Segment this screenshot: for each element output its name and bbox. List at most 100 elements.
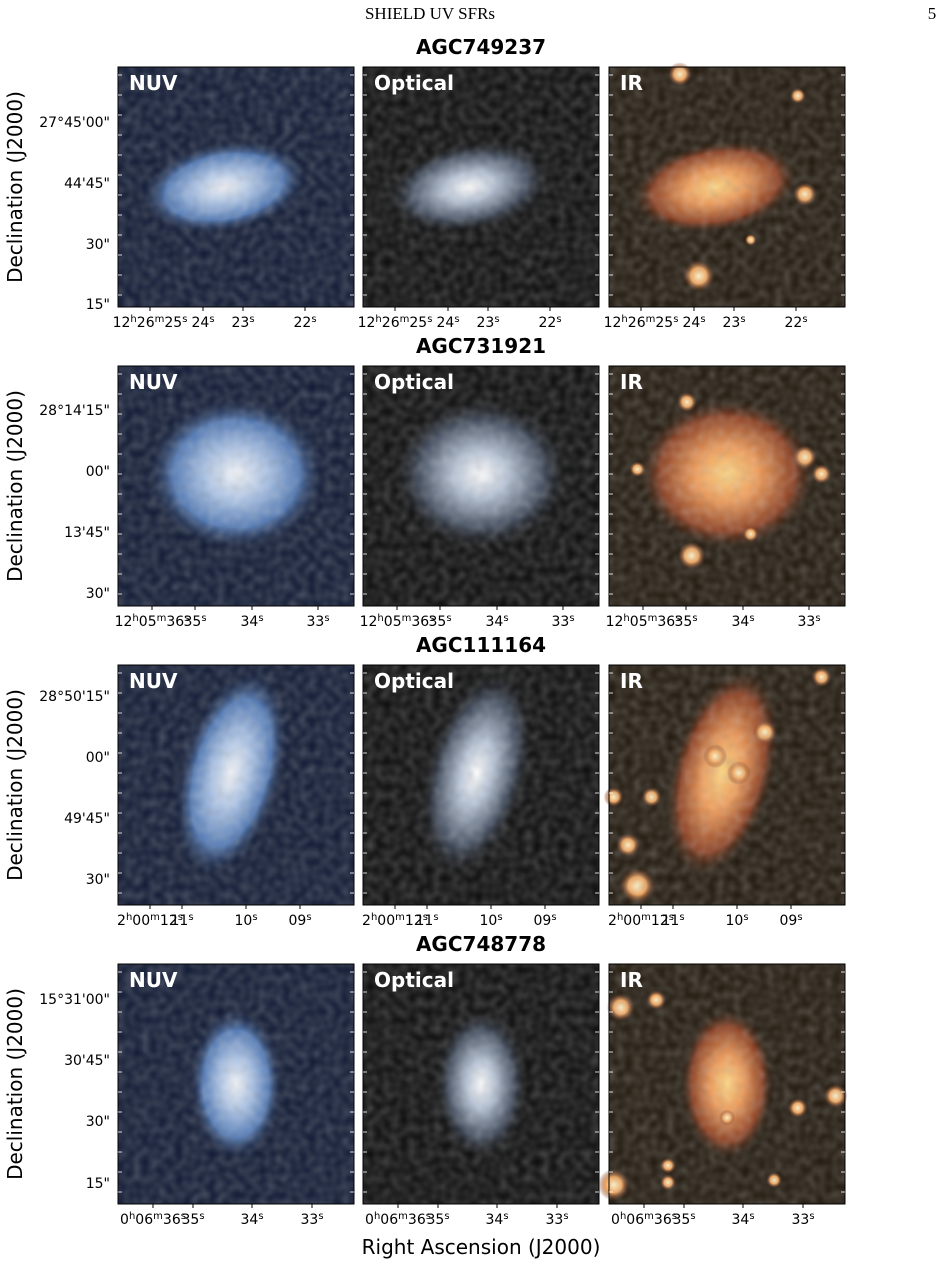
y-tick-label: 30" (86, 1114, 110, 1130)
pixel-noise (609, 366, 845, 606)
x-tick-label: 34s (240, 1211, 263, 1229)
x-tick-label: 24s (682, 314, 705, 332)
x-tick-label: 34s (731, 613, 754, 631)
panel-frame (117, 66, 355, 308)
x-tick-label: 09s (779, 912, 802, 930)
row-title: AGC731921 (416, 334, 546, 358)
panel-label: NUV (129, 669, 178, 693)
x-tick-label: 2h00m12s (117, 912, 183, 930)
pixel-noise (118, 366, 354, 606)
x-tick-label: 12h26m25s (358, 314, 433, 332)
panel-frame (362, 664, 600, 906)
pixel-noise (118, 964, 354, 1204)
x-tick-label: 10s (725, 912, 748, 930)
x-tick-label: 33s (791, 1211, 814, 1229)
panel-label: NUV (129, 968, 178, 992)
x-tick-label: 2h00m12s (362, 912, 428, 930)
x-tick-label: 33s (306, 613, 329, 631)
x-tick-label: 22s (784, 314, 807, 332)
image-panel (362, 365, 600, 607)
panel-label: Optical (374, 669, 454, 693)
x-tick-label: 0h06m36s (365, 1211, 431, 1229)
panel-frame (362, 365, 600, 607)
x-tick-label: 24s (191, 314, 214, 332)
x-tick-label: 10s (234, 912, 257, 930)
pixel-noise (609, 67, 845, 307)
y-tick-label: 28°14'15" (39, 403, 110, 419)
y-tick-label: 30" (86, 586, 110, 602)
x-tick-label: 09s (533, 912, 556, 930)
panel-frame (362, 963, 600, 1205)
x-tick-label: 12h05m36s (115, 613, 190, 631)
x-tick-label: 0h06m36s (120, 1211, 186, 1229)
image-panel (603, 664, 846, 906)
y-tick-label: 30" (86, 237, 110, 253)
panel-label: IR (620, 669, 643, 693)
row-title: AGC749237 (416, 35, 546, 59)
pixel-noise (118, 665, 354, 905)
page-number: 5 (928, 4, 937, 23)
image-panel (117, 66, 355, 308)
image-panel (362, 66, 600, 308)
image-panel (117, 963, 355, 1205)
pixel-noise (363, 964, 599, 1204)
panel-label: Optical (374, 968, 454, 992)
x-tick-label: 23s (476, 314, 499, 332)
image-panel (597, 963, 848, 1205)
x-tick-label: 33s (551, 613, 574, 631)
y-tick-label: 44'45" (64, 176, 110, 192)
running-title: SHIELD UV SFRs (365, 4, 495, 23)
image-panel (117, 365, 355, 607)
panel-label: Optical (374, 370, 454, 394)
x-tick-label: 11s (661, 912, 684, 930)
panel-label: IR (620, 370, 643, 394)
x-tick-label: 10s (479, 912, 502, 930)
y-tick-label: 13'45" (64, 525, 110, 541)
pixel-noise (363, 366, 599, 606)
y-tick-label: 15" (86, 1176, 110, 1192)
x-tick-label: 22s (293, 314, 316, 332)
panel-label: NUV (129, 370, 178, 394)
panel-frame (608, 66, 846, 308)
x-tick-label: 24s (436, 314, 459, 332)
x-tick-label: 35s (183, 613, 206, 631)
panel-frame (608, 963, 846, 1205)
panel-label: Optical (374, 71, 454, 95)
x-tick-label: 09s (288, 912, 311, 930)
y-tick-label: 15°31'00" (39, 992, 110, 1008)
x-tick-label: 22s (538, 314, 561, 332)
panel-frame (117, 963, 355, 1205)
x-tick-label: 2h00m12s (608, 912, 674, 930)
x-tick-label: 0h06m36s (611, 1211, 677, 1229)
image-panel (362, 963, 600, 1205)
y-axis-label: Declination (J2000) (3, 689, 27, 881)
pixel-noise (363, 665, 599, 905)
x-tick-label: 23s (722, 314, 745, 332)
x-tick-label: 11s (170, 912, 193, 930)
x-tick-label: 35s (426, 1211, 449, 1229)
x-tick-label: 34s (731, 1211, 754, 1229)
pixel-noise (363, 67, 599, 307)
y-tick-label: 49'45" (64, 811, 110, 827)
x-tick-label: 35s (672, 1211, 695, 1229)
panel-frame (117, 365, 355, 607)
pixel-noise (609, 665, 845, 905)
y-axis-label: Declination (J2000) (3, 988, 27, 1180)
pixel-noise (609, 964, 845, 1204)
y-axis-label: Declination (J2000) (3, 91, 27, 283)
y-tick-label: 30" (86, 872, 110, 888)
y-tick-label: 00" (86, 750, 110, 766)
panel-frame (362, 66, 600, 308)
panel-frame (608, 365, 846, 607)
x-tick-label: 11s (415, 912, 438, 930)
y-tick-label: 28°50'15" (39, 689, 110, 705)
panel-label: NUV (129, 71, 178, 95)
row-title: AGC111164 (416, 633, 546, 657)
x-tick-label: 12h26m25s (113, 314, 188, 332)
panel-label: IR (620, 71, 643, 95)
panel-frame (117, 664, 355, 906)
x-tick-label: 23s (231, 314, 254, 332)
x-tick-label: 35s (674, 613, 697, 631)
image-panel (608, 62, 846, 308)
